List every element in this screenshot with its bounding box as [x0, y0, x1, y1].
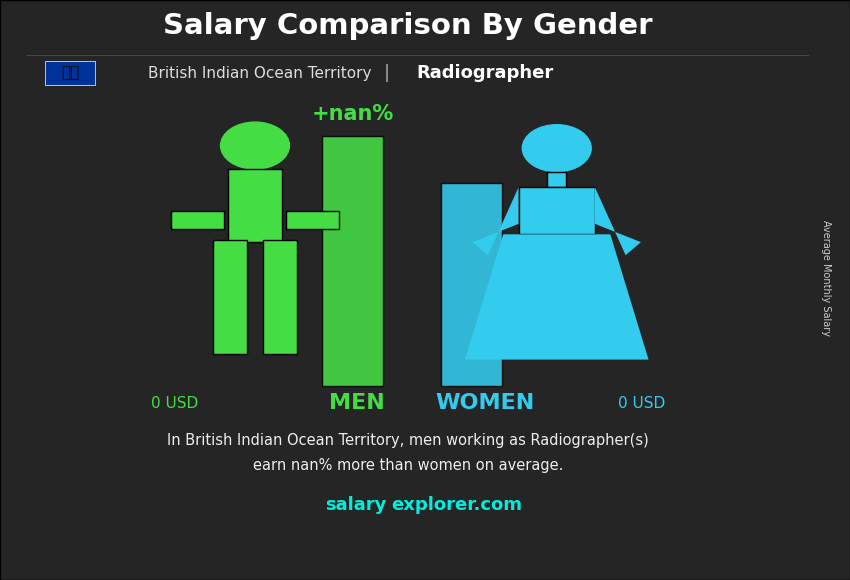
Text: 🇮🇴: 🇮🇴	[61, 66, 79, 81]
FancyBboxPatch shape	[518, 187, 595, 234]
Text: salary: salary	[326, 495, 387, 514]
Text: Average Monthly Salary: Average Monthly Salary	[821, 220, 831, 336]
Text: Radiographer: Radiographer	[416, 64, 553, 82]
Circle shape	[522, 125, 591, 172]
Text: +nan%: +nan%	[312, 104, 394, 124]
Text: MEN: MEN	[329, 393, 385, 413]
Text: 0 USD: 0 USD	[618, 396, 666, 411]
FancyBboxPatch shape	[212, 240, 247, 354]
Text: WOMEN: WOMEN	[435, 393, 534, 413]
Text: 0 USD: 0 USD	[150, 396, 198, 411]
FancyBboxPatch shape	[286, 211, 339, 229]
Text: explorer.com: explorer.com	[391, 495, 522, 514]
FancyBboxPatch shape	[263, 240, 297, 354]
FancyBboxPatch shape	[322, 136, 383, 386]
Text: Salary Comparison By Gender: Salary Comparison By Gender	[163, 12, 653, 40]
FancyBboxPatch shape	[171, 211, 224, 229]
FancyBboxPatch shape	[547, 172, 566, 187]
FancyBboxPatch shape	[441, 183, 502, 386]
Circle shape	[220, 122, 289, 169]
Text: British Indian Ocean Territory: British Indian Ocean Territory	[148, 66, 371, 81]
Text: In British Indian Ocean Territory, men working as Radiographer(s): In British Indian Ocean Territory, men w…	[167, 433, 649, 448]
Text: |: |	[383, 64, 390, 82]
Text: earn nan% more than women on average.: earn nan% more than women on average.	[252, 458, 564, 473]
Polygon shape	[473, 187, 518, 255]
FancyBboxPatch shape	[45, 61, 95, 85]
Polygon shape	[465, 234, 649, 360]
FancyBboxPatch shape	[228, 169, 282, 242]
Polygon shape	[595, 187, 641, 255]
